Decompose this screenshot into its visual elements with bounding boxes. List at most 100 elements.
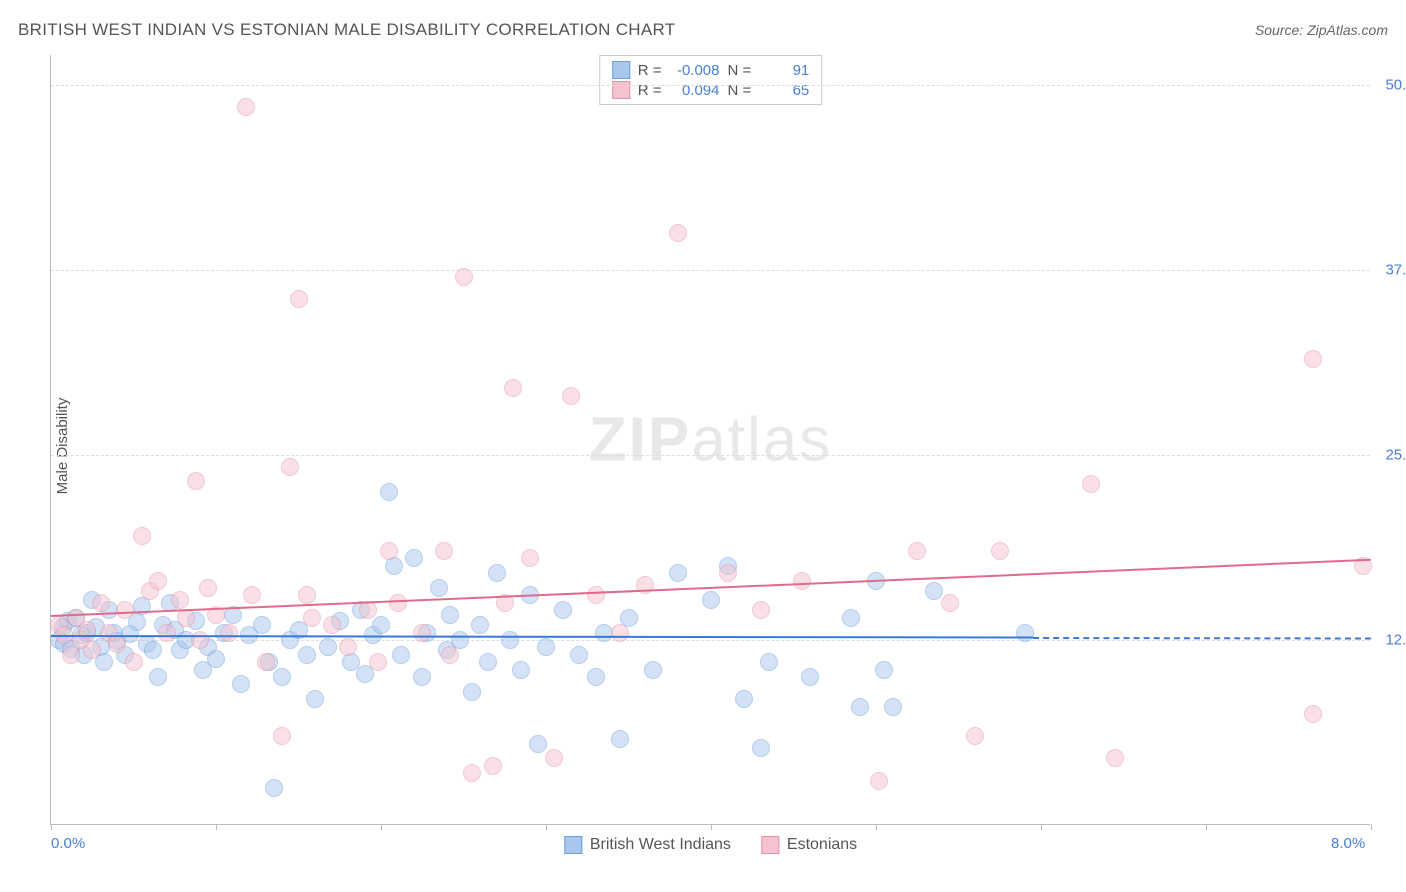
scatter-point <box>441 646 459 664</box>
scatter-point <box>158 624 176 642</box>
legend-label: Estonians <box>787 836 857 854</box>
scatter-point <box>752 739 770 757</box>
x-tick-label: 0.0% <box>51 835 85 852</box>
scatter-point <box>570 646 588 664</box>
scatter-point <box>1106 749 1124 767</box>
x-tick <box>381 824 382 830</box>
scatter-point <box>991 542 1009 560</box>
scatter-point <box>463 683 481 701</box>
scatter-point <box>504 379 522 397</box>
n-label: N = <box>728 62 752 79</box>
scatter-point <box>611 624 629 642</box>
scatter-point <box>149 572 167 590</box>
scatter-point <box>908 542 926 560</box>
source-label: Source: ZipAtlas.com <box>1255 22 1388 38</box>
scatter-point <box>537 638 555 656</box>
scatter-point <box>801 668 819 686</box>
scatter-point <box>303 609 321 627</box>
x-tick <box>51 824 52 830</box>
watermark-light: atlas <box>691 405 832 474</box>
scatter-point <box>611 730 629 748</box>
scatter-point <box>389 594 407 612</box>
scatter-point <box>441 606 459 624</box>
x-tick <box>1206 824 1207 830</box>
scatter-plot-area: ZIPatlas R = -0.008 N = 91 R = 0.094 N =… <box>50 55 1370 825</box>
correlation-legend: R = -0.008 N = 91 R = 0.094 N = 65 <box>599 55 823 105</box>
scatter-point <box>187 472 205 490</box>
legend-label: British West Indians <box>590 836 731 854</box>
scatter-point <box>298 646 316 664</box>
scatter-point <box>369 653 387 671</box>
trend-line-dashed <box>1033 637 1371 640</box>
scatter-point <box>380 542 398 560</box>
scatter-point <box>253 616 271 634</box>
scatter-point <box>884 698 902 716</box>
scatter-point <box>413 668 431 686</box>
scatter-point <box>842 609 860 627</box>
legend-swatch-series-0 <box>612 61 630 79</box>
x-tick <box>1371 824 1372 830</box>
scatter-point <box>435 542 453 560</box>
scatter-point <box>479 653 497 671</box>
scatter-point <box>587 586 605 604</box>
scatter-point <box>265 779 283 797</box>
scatter-point <box>199 579 217 597</box>
y-tick-label: 25.0% <box>1385 446 1406 463</box>
scatter-point <box>702 591 720 609</box>
scatter-point <box>392 646 410 664</box>
x-tick <box>1041 824 1042 830</box>
legend-item: Estonians <box>761 836 857 854</box>
scatter-point <box>232 675 250 693</box>
scatter-point <box>207 650 225 668</box>
legend-swatch <box>564 836 582 854</box>
scatter-point <box>875 661 893 679</box>
watermark-bold: ZIP <box>589 405 691 474</box>
scatter-point <box>793 572 811 590</box>
scatter-point <box>521 549 539 567</box>
scatter-point <box>191 631 209 649</box>
legend-item: British West Indians <box>564 836 731 854</box>
scatter-point <box>405 549 423 567</box>
scatter-point <box>243 586 261 604</box>
scatter-point <box>851 698 869 716</box>
scatter-point <box>144 641 162 659</box>
scatter-point <box>116 601 134 619</box>
scatter-point <box>273 668 291 686</box>
scatter-point <box>966 727 984 745</box>
legend-swatch <box>761 836 779 854</box>
scatter-point <box>587 668 605 686</box>
scatter-point <box>237 98 255 116</box>
series-legend: British West Indians Estonians <box>564 836 857 854</box>
r-label: R = <box>638 62 662 79</box>
scatter-point <box>562 387 580 405</box>
scatter-point <box>1016 624 1034 642</box>
scatter-point <box>380 483 398 501</box>
scatter-point <box>760 653 778 671</box>
scatter-point <box>319 638 337 656</box>
scatter-point <box>92 594 110 612</box>
scatter-point <box>273 727 291 745</box>
scatter-point <box>925 582 943 600</box>
x-tick <box>876 824 877 830</box>
scatter-point <box>306 690 324 708</box>
scatter-point <box>488 564 506 582</box>
scatter-point <box>644 661 662 679</box>
x-tick-label: 8.0% <box>1331 835 1365 852</box>
watermark: ZIPatlas <box>589 404 832 475</box>
scatter-point <box>133 527 151 545</box>
scatter-point <box>595 624 613 642</box>
scatter-point <box>669 224 687 242</box>
chart-title: BRITISH WEST INDIAN VS ESTONIAN MALE DIS… <box>18 20 675 40</box>
scatter-point <box>554 601 572 619</box>
scatter-point <box>529 735 547 753</box>
scatter-point <box>512 661 530 679</box>
r-value-series-0: -0.008 <box>670 62 720 79</box>
scatter-point <box>339 638 357 656</box>
scatter-point <box>171 591 189 609</box>
scatter-point <box>257 653 275 671</box>
grid-line <box>51 270 1370 271</box>
scatter-point <box>359 601 377 619</box>
scatter-point <box>545 749 563 767</box>
scatter-point <box>463 764 481 782</box>
scatter-point <box>501 631 519 649</box>
